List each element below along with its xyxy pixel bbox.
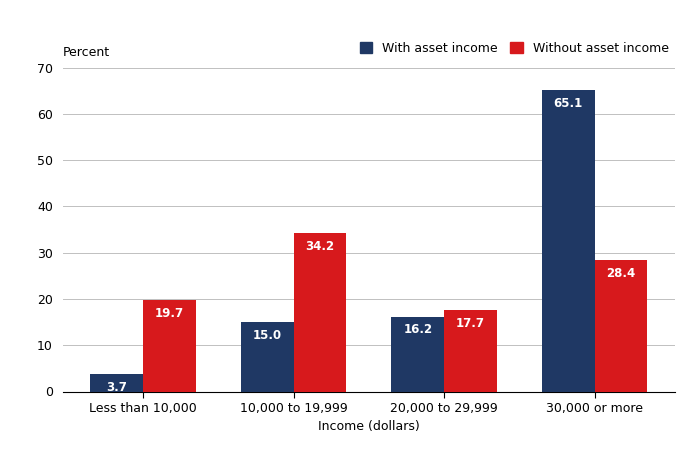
Bar <box>542 90 594 391</box>
Text: 65.1: 65.1 <box>553 97 583 110</box>
Bar <box>90 374 143 392</box>
Text: 34.2: 34.2 <box>306 240 335 253</box>
Text: 3.7: 3.7 <box>106 381 127 394</box>
Text: 28.4: 28.4 <box>606 267 635 280</box>
Text: 17.7: 17.7 <box>456 316 485 329</box>
Bar <box>294 233 347 392</box>
X-axis label: Income (dollars): Income (dollars) <box>318 420 420 433</box>
Bar <box>444 310 497 392</box>
Bar <box>241 322 294 392</box>
Text: Percent: Percent <box>63 45 110 58</box>
Legend: With asset income, Without asset income: With asset income, Without asset income <box>360 42 669 55</box>
Text: 19.7: 19.7 <box>155 307 184 320</box>
Bar <box>143 300 196 392</box>
Text: 16.2: 16.2 <box>403 324 432 337</box>
Bar <box>594 260 647 392</box>
Text: 15.0: 15.0 <box>253 329 282 342</box>
Bar <box>391 316 444 392</box>
